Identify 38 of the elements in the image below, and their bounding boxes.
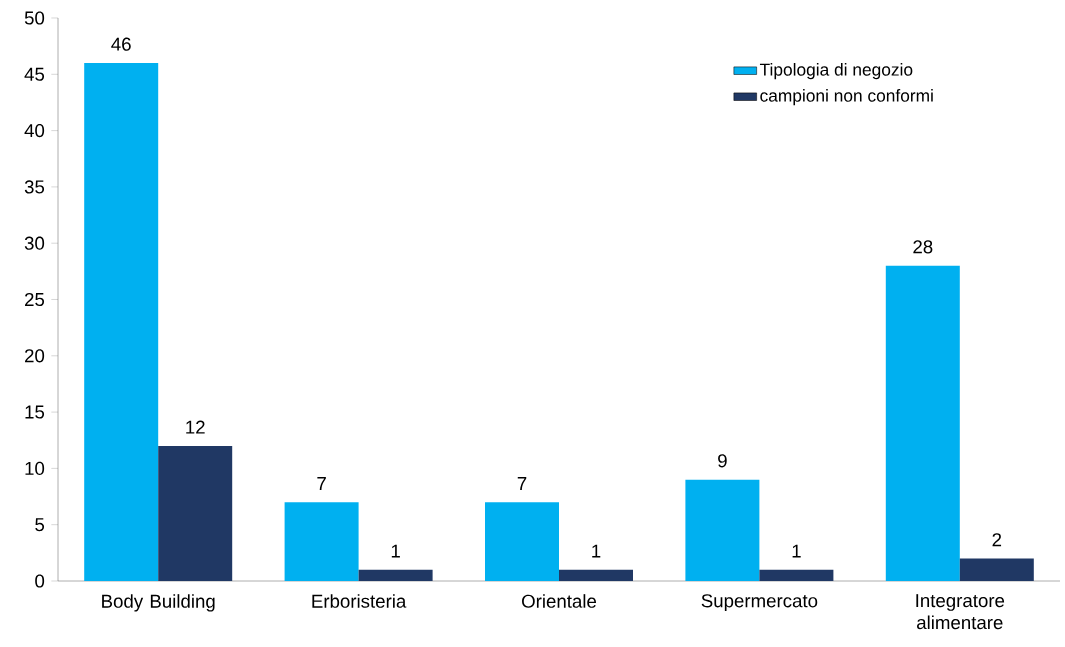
legend-label: campioni non conformi (760, 89, 933, 106)
x-tick-label: Orientale (522, 594, 597, 608)
data-label: 9 (718, 454, 727, 468)
x-tick-label: Body Building (102, 594, 215, 612)
data-label: 2 (992, 533, 1002, 547)
data-label: 1 (592, 544, 601, 558)
y-tick-label: 15 (25, 405, 45, 419)
data-label: 1 (792, 544, 801, 558)
bar (685, 479, 760, 581)
bar (959, 558, 1034, 581)
x-tick-label: Supermercato (701, 594, 818, 612)
data-label: 7 (317, 477, 326, 490)
bar (885, 265, 960, 581)
bar (759, 569, 834, 581)
y-tick-label: 5 (35, 518, 45, 532)
bar (84, 63, 159, 581)
y-tick-label: 0 (35, 574, 45, 588)
legend-label: Tipologia di negozio (759, 63, 913, 80)
y-tick-label: 30 (24, 236, 45, 250)
bar (358, 569, 433, 581)
data-label: 7 (517, 477, 527, 490)
y-tick-label: 10 (25, 461, 45, 476)
data-label: 12 (186, 420, 205, 434)
x-tick-label: Integratore alimentare (916, 594, 1005, 630)
y-tick-label: 40 (24, 123, 45, 138)
data-label: 28 (913, 240, 933, 254)
y-tick-label: 35 (24, 180, 45, 194)
y-tick-label: 20 (25, 349, 45, 363)
bar (485, 502, 559, 581)
y-tick-label: 50 (24, 11, 45, 25)
bar (559, 569, 633, 581)
bar (284, 502, 359, 581)
data-label: 46 (111, 37, 131, 51)
y-tick-label: 45 (24, 67, 45, 81)
x-tick-label: Erboristeria (312, 594, 407, 608)
data-label: 1 (391, 544, 400, 558)
bar (158, 445, 233, 581)
y-tick-label: 25 (25, 292, 45, 307)
